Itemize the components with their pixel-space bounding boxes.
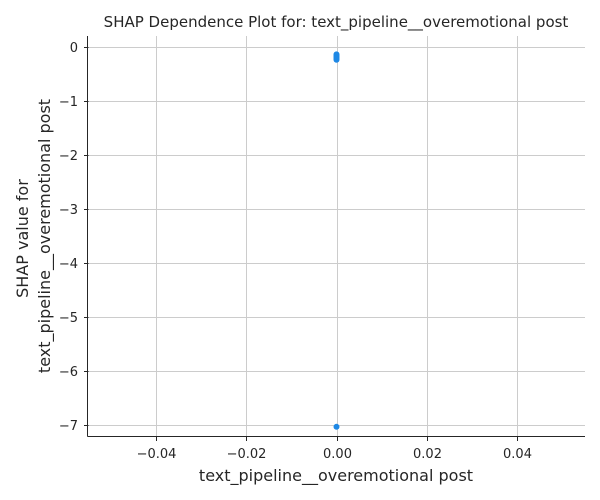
y-tick-label: −6 [59,365,78,380]
y-tick-label: −5 [59,311,78,326]
x-tick-label: 0.00 [323,447,352,462]
data-point [333,56,340,63]
chart-title: SHAP Dependence Plot for: text_pipeline_… [104,13,569,32]
x-tick-label: 0.02 [413,447,442,462]
x-tick-label: −0.04 [137,447,177,462]
y-axis-label: SHAP value for text_pipeline__overemotio… [13,99,55,373]
x-tick-label: 0.04 [503,447,532,462]
y-tick-label: −1 [59,95,78,110]
x-ticks: −0.04 −0.02 0.00 0.02 0.04 [137,436,532,462]
y-tick-label: −4 [59,257,78,272]
y-tick-label: 0 [70,41,78,56]
grid [88,36,585,436]
y-axis-label-line-1: SHAP value for [13,179,32,298]
x-axis-label: text_pipeline__overemotional post [199,466,473,486]
data-point [333,423,340,430]
y-axis-label-line-2: text_pipeline__overemotional post [35,99,55,373]
y-tick-label: −3 [59,203,78,218]
y-tick-label: −2 [59,149,78,164]
y-ticks: 0 −1 −2 −3 −4 −5 −6 −7 [59,41,89,434]
y-tick-label: −7 [59,419,78,434]
x-tick-label: −0.02 [227,447,267,462]
data-points [333,51,340,430]
